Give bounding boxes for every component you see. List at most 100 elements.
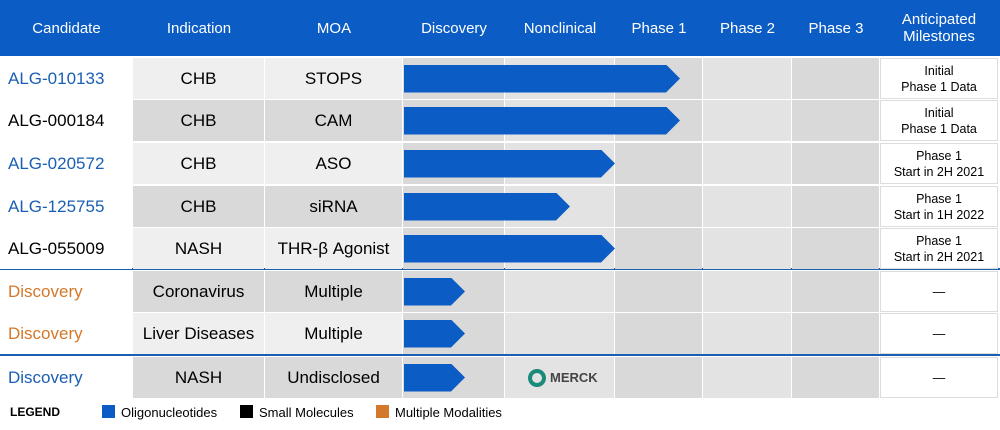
milestone-line: Initial [924, 105, 954, 120]
stage-cell [703, 228, 791, 269]
candidate: ALG-020572 [0, 143, 132, 184]
candidate: Discovery [0, 271, 132, 312]
stage-cell [792, 58, 879, 99]
moa: Multiple [265, 271, 402, 312]
stage-cell [792, 228, 879, 269]
moa: Undisclosed [265, 357, 402, 398]
progress-arrow [404, 278, 465, 306]
candidate: ALG-010133 [0, 58, 132, 99]
column-header: Nonclinical [523, 19, 597, 37]
column-header: Phase 3 [808, 19, 864, 37]
stage-cell [703, 186, 791, 227]
partner-name: MERCK [550, 370, 598, 385]
indication: Coronavirus [133, 271, 264, 312]
milestone-line: Phase 1 [916, 191, 962, 206]
legend-swatch [376, 405, 389, 418]
milestone-line: Start in 1H 2022 [893, 207, 985, 222]
column-header: Discovery [421, 19, 487, 37]
progress-arrow [404, 320, 465, 348]
milestone-line: Phase 1 Data [901, 121, 977, 136]
stage-cell [703, 357, 791, 398]
progress-arrow [404, 364, 465, 392]
milestone: — [880, 313, 998, 354]
stage-cell [505, 357, 614, 398]
stage-cell [703, 143, 791, 184]
milestone-line: Initial [924, 63, 954, 78]
indication: CHB [133, 58, 264, 99]
column-header: MOA [316, 19, 352, 37]
milestone: Phase 1 Start in 2H 2021 [880, 143, 998, 184]
header-bar [0, 0, 1000, 56]
merck-icon [528, 368, 546, 387]
legend-label: Oligonucleotides [121, 404, 218, 420]
moa: ASO [265, 143, 402, 184]
stage-cell [792, 313, 879, 354]
candidate: Discovery [0, 313, 132, 354]
candidate: ALG-055009 [0, 228, 132, 269]
stage-cell [792, 271, 879, 312]
milestone-line: — [932, 284, 946, 299]
progress-arrow [404, 193, 570, 221]
indication: CHB [133, 143, 264, 184]
stage-cell [703, 313, 791, 354]
stage-cell [615, 313, 702, 354]
milestone-line: Phase 1 [916, 233, 962, 248]
moa: siRNA [265, 186, 402, 227]
stage-cell [505, 271, 614, 312]
moa: STOPS [265, 58, 402, 99]
indication: NASH [133, 357, 264, 398]
stage-cell [703, 58, 791, 99]
milestone: Initial Phase 1 Data [880, 100, 998, 141]
column-header: Phase 2 [719, 19, 776, 37]
stage-cell [703, 271, 791, 312]
milestone: Phase 1 Start in 1H 2022 [880, 186, 998, 227]
milestone: — [880, 271, 998, 312]
milestone-line: Start in 2H 2021 [893, 249, 985, 264]
stage-cell [615, 186, 702, 227]
progress-arrow [404, 235, 615, 263]
stage-cell [792, 100, 879, 141]
column-header: Phase 1 [631, 19, 687, 37]
legend-label: Small Molecules [259, 404, 354, 420]
milestone-line: Start in 2H 2021 [893, 164, 985, 179]
milestone-line: — [932, 326, 946, 341]
stage-cell [792, 143, 879, 184]
legend-swatch [102, 405, 115, 418]
moa: Multiple [265, 313, 402, 354]
moa: CAM [265, 100, 402, 141]
stage-cell [792, 357, 879, 398]
legend-swatch [240, 405, 253, 418]
legend-title: LEGEND [10, 405, 61, 419]
legend-label: Multiple Modalities [395, 404, 502, 420]
separator [0, 268, 1000, 270]
partner-logo: MERCK [528, 357, 603, 398]
milestone-line: Phase 1 [916, 148, 962, 163]
separator [0, 354, 1000, 356]
indication: Liver Diseases [133, 313, 264, 354]
milestone: — [880, 357, 998, 398]
stage-cell [703, 100, 791, 141]
milestone: Phase 1 Start in 2H 2021 [880, 228, 998, 269]
column-header: Indication [166, 19, 232, 37]
candidate: Discovery [0, 357, 132, 398]
milestone-line: — [932, 370, 946, 385]
stage-cell [615, 228, 702, 269]
stage-cell [505, 313, 614, 354]
stage-cell [615, 357, 702, 398]
stage-cell [615, 271, 702, 312]
milestone-line: Phase 1 Data [901, 79, 977, 94]
progress-arrow [404, 65, 680, 93]
progress-arrow [404, 150, 615, 178]
indication: CHB [133, 186, 264, 227]
indication: NASH [133, 228, 264, 269]
progress-arrow [404, 107, 680, 135]
stage-cell [615, 143, 702, 184]
indication: CHB [133, 100, 264, 141]
column-header: Anticipated Milestones [901, 11, 977, 45]
candidate: ALG-125755 [0, 186, 132, 227]
milestone: Initial Phase 1 Data [880, 58, 998, 99]
stage-cell [792, 186, 879, 227]
candidate: ALG-000184 [0, 100, 132, 141]
moa: THR-β Agonist [265, 228, 402, 269]
